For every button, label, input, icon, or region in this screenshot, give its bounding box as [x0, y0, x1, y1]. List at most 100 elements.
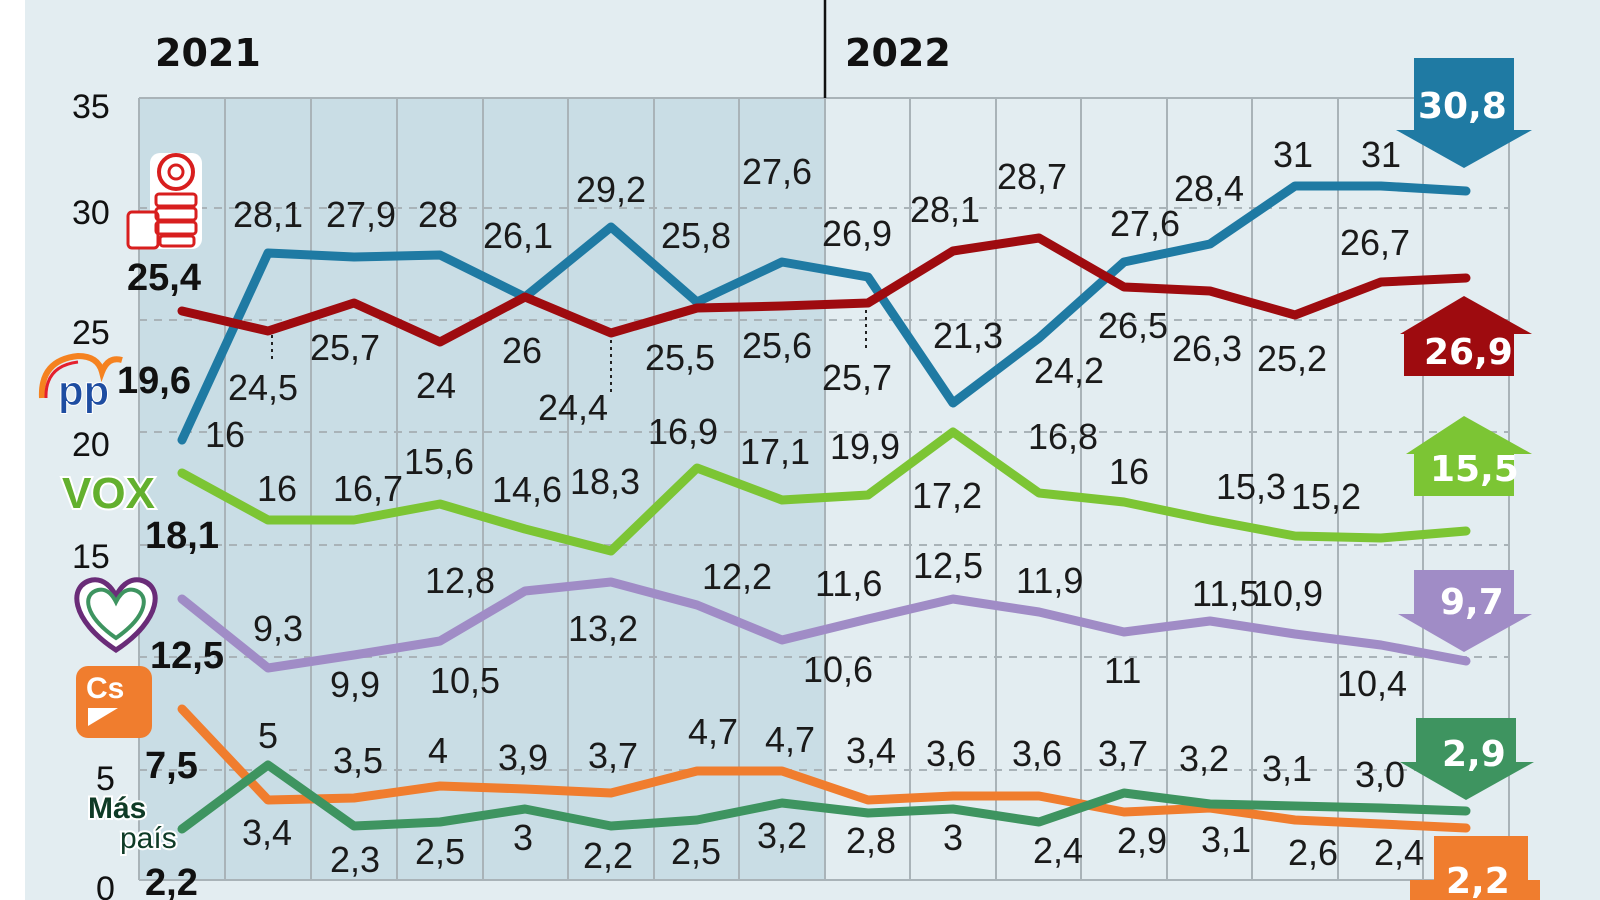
svg-text:16: 16 — [205, 414, 245, 455]
svg-text:3,2: 3,2 — [1179, 738, 1229, 779]
start-pp: 19,6 — [117, 360, 191, 402]
svg-text:24,4: 24,4 — [538, 387, 608, 428]
line-cs — [177, 704, 1471, 833]
svg-text:27,6: 27,6 — [1110, 203, 1180, 244]
podemos-heart-logo-icon — [74, 577, 158, 653]
svg-text:10,5: 10,5 — [430, 660, 500, 701]
start-cs: 7,5 — [145, 745, 198, 787]
svg-text:27,6: 27,6 — [742, 151, 812, 192]
svg-text:21,3: 21,3 — [933, 315, 1003, 356]
final-arrow-pp: 30,8 — [1396, 58, 1532, 168]
svg-text:14,6: 14,6 — [492, 469, 562, 510]
svg-text:24,5: 24,5 — [228, 367, 298, 408]
svg-text:Cs: Cs — [86, 672, 124, 705]
svg-text:2,5: 2,5 — [415, 831, 465, 872]
psoe-logo-icon — [126, 153, 202, 250]
lower-small-labels: 3,4 2,3 2,5 3 2,2 2,5 3,2 2,8 3 2,4 2,9 … — [242, 812, 1424, 880]
svg-text:15,6: 15,6 — [404, 441, 474, 482]
svg-text:26,3: 26,3 — [1172, 328, 1242, 369]
y-tick-30: 30 — [72, 194, 110, 232]
svg-text:17,1: 17,1 — [740, 431, 810, 472]
svg-text:15,2: 15,2 — [1291, 476, 1361, 517]
final-arrow-psoe: 26,9 — [1400, 296, 1532, 376]
y-tick-15: 15 — [72, 538, 110, 576]
svg-text:3: 3 — [513, 817, 533, 858]
svg-text:25,2: 25,2 — [1257, 338, 1327, 379]
svg-text:3,6: 3,6 — [1012, 733, 1062, 774]
svg-text:5: 5 — [258, 715, 278, 756]
y-tick-35: 35 — [72, 88, 110, 126]
pp-labels: 28,1 27,9 28 26,1 29,2 25,8 27,6 26,9 21… — [233, 134, 1401, 391]
final-arrow-up: 9,7 — [1398, 570, 1532, 652]
label-connectors — [271, 310, 867, 392]
svg-text:Más: Más — [88, 792, 146, 825]
svg-text:3,2: 3,2 — [757, 815, 807, 856]
final-arrow-vox: 15,5 — [1406, 416, 1532, 496]
svg-text:2,5: 2,5 — [671, 831, 721, 872]
svg-text:28,7: 28,7 — [997, 156, 1067, 197]
svg-text:3,7: 3,7 — [1098, 733, 1148, 774]
y-tick-20: 20 — [72, 426, 110, 464]
svg-text:pp: pp — [58, 367, 109, 414]
svg-text:9,3: 9,3 — [253, 608, 303, 649]
svg-text:26,7: 26,7 — [1340, 222, 1410, 263]
svg-text:2,9: 2,9 — [1117, 820, 1167, 861]
svg-text:26,9: 26,9 — [822, 213, 892, 254]
svg-text:25,8: 25,8 — [661, 215, 731, 256]
svg-text:17,2: 17,2 — [912, 475, 982, 516]
y-tick-0: 0 — [96, 870, 115, 900]
svg-text:12,2: 12,2 — [702, 556, 772, 597]
svg-text:11,9: 11,9 — [1016, 560, 1083, 601]
svg-text:2,3: 2,3 — [330, 839, 380, 880]
final-arrow-mas-pais: 2,9 — [1400, 718, 1534, 800]
svg-text:30,8: 30,8 — [1418, 86, 1507, 127]
svg-text:2,4: 2,4 — [1374, 832, 1424, 873]
vox-logo-icon: VOX — [60, 467, 157, 520]
svg-text:3,1: 3,1 — [1201, 819, 1251, 860]
y-tick-25: 25 — [72, 314, 110, 352]
svg-text:11,5: 11,5 — [1192, 573, 1259, 614]
svg-text:12,5: 12,5 — [913, 545, 983, 586]
svg-text:3,6: 3,6 — [926, 733, 976, 774]
svg-text:18,3: 18,3 — [570, 461, 640, 502]
svg-text:11,6: 11,6 — [815, 563, 882, 604]
svg-text:10,9: 10,9 — [1253, 573, 1323, 614]
svg-text:16: 16 — [257, 468, 297, 509]
svg-text:3,0: 3,0 — [1355, 754, 1405, 795]
svg-text:15,3: 15,3 — [1216, 466, 1286, 507]
final-arrow-cs: 2,2 — [1410, 836, 1540, 900]
svg-text:25,7: 25,7 — [310, 327, 380, 368]
svg-text:2,6: 2,6 — [1288, 832, 1338, 873]
svg-text:19,9: 19,9 — [830, 426, 900, 467]
svg-text:2,8: 2,8 — [846, 820, 896, 861]
svg-text:2,9: 2,9 — [1442, 734, 1506, 775]
svg-text:29,2: 29,2 — [576, 169, 646, 210]
svg-text:16,7: 16,7 — [333, 468, 403, 509]
svg-text:28: 28 — [418, 194, 458, 235]
line-up — [177, 577, 1471, 673]
start-labels: 25,4 19,6 18,1 12,5 7,5 2,2 — [117, 257, 224, 900]
start-mas-pais: 2,2 — [145, 862, 198, 900]
svg-text:2,2: 2,2 — [583, 835, 633, 876]
svg-text:2,4: 2,4 — [1033, 830, 1083, 871]
svg-text:31: 31 — [1273, 134, 1313, 175]
svg-text:3,4: 3,4 — [242, 812, 292, 853]
line-mas-pais — [177, 760, 1471, 834]
pp-logo-icon: pp — [38, 352, 123, 415]
svg-text:3,4: 3,4 — [846, 730, 896, 771]
svg-text:26,9: 26,9 — [1424, 332, 1513, 373]
year-label-2022: 2022 — [845, 31, 951, 75]
up-labels: 9,3 9,9 10,5 12,8 13,2 12,2 10,6 11,6 12… — [253, 545, 1407, 705]
svg-text:10,4: 10,4 — [1337, 663, 1407, 704]
svg-text:15,5: 15,5 — [1430, 449, 1519, 490]
svg-text:2,2: 2,2 — [1446, 861, 1510, 900]
svg-text:3,1: 3,1 — [1262, 748, 1312, 789]
svg-text:28,1: 28,1 — [910, 189, 980, 230]
svg-text:12,8: 12,8 — [425, 560, 495, 601]
svg-text:3,5: 3,5 — [333, 740, 383, 781]
svg-text:28,4: 28,4 — [1174, 168, 1244, 209]
svg-text:VOX: VOX — [62, 469, 155, 518]
svg-text:25,5: 25,5 — [645, 337, 715, 378]
svg-text:3,9: 3,9 — [498, 737, 548, 778]
